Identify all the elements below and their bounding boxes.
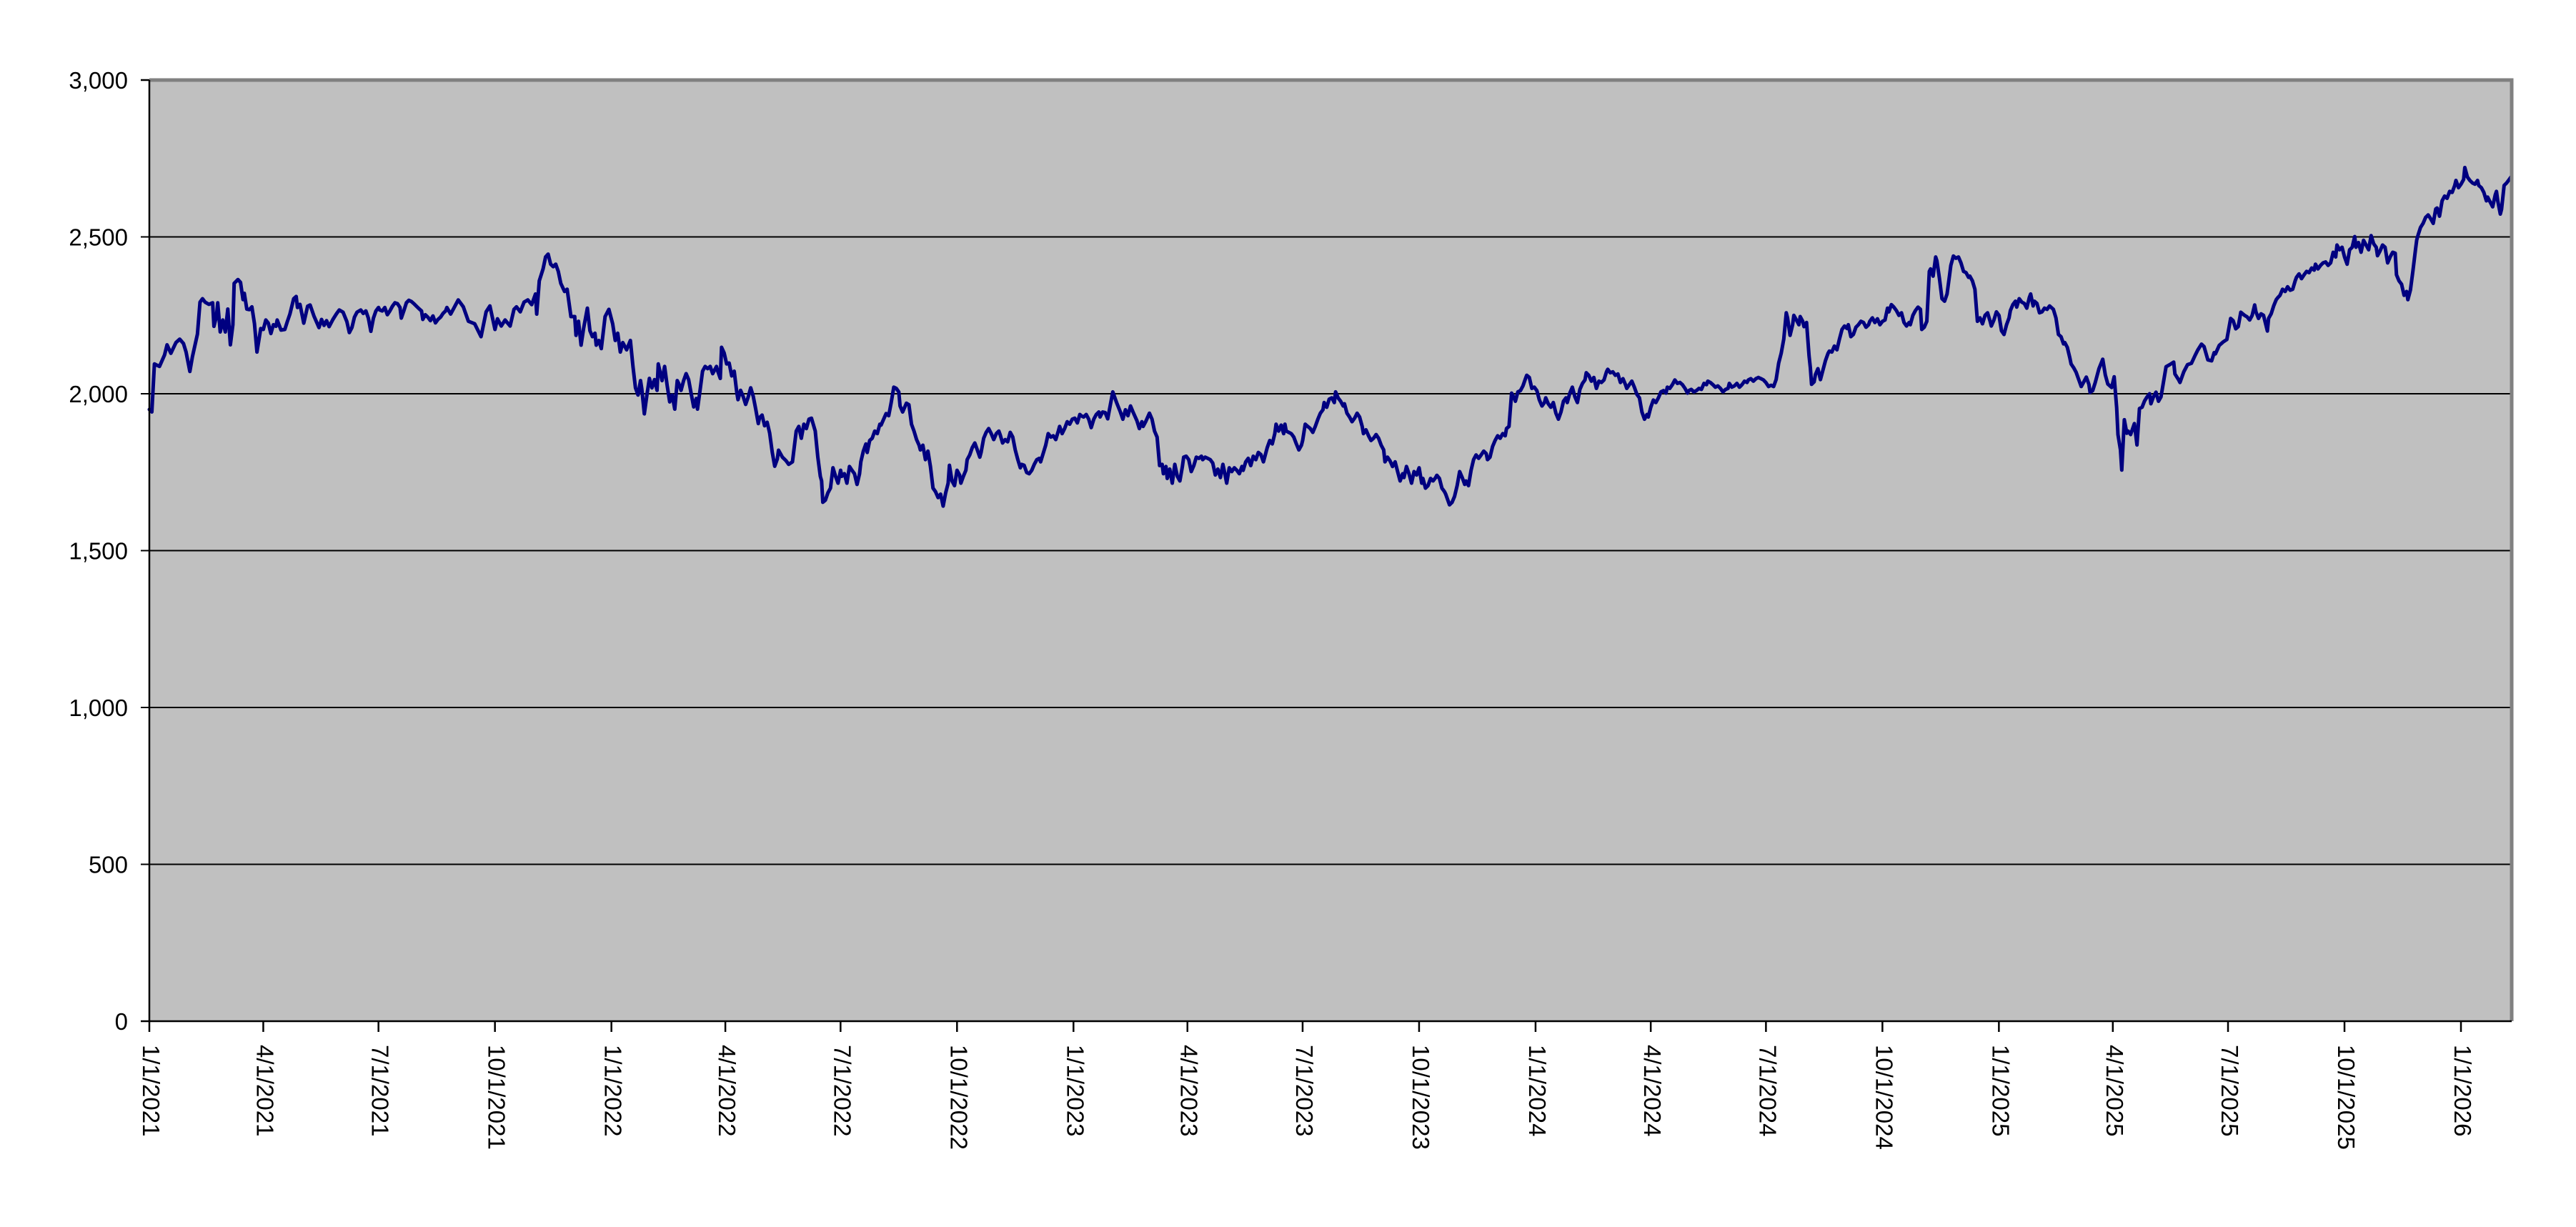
x-axis-label-10/1/2022: 10/1/2022 xyxy=(945,1045,972,1150)
x-axis-label-4/1/2022: 4/1/2022 xyxy=(714,1045,740,1136)
y-axis-label-1000: 1,000 xyxy=(69,695,128,721)
x-axis-label-7/1/2023: 7/1/2023 xyxy=(1291,1045,1318,1136)
y-axis-label-0: 0 xyxy=(115,1008,128,1035)
y-axis-label-2500: 2,500 xyxy=(69,224,128,251)
x-axis-label-7/1/2021: 7/1/2021 xyxy=(367,1045,394,1136)
axes xyxy=(148,80,2512,1023)
y-axis-labels: 0 500 1,000 1,500 2,000 2,500 3,000 xyxy=(69,67,128,1035)
x-axis-label-1/1/2021: 1/1/2021 xyxy=(138,1045,164,1136)
x-axis-label-4/1/2025: 4/1/2025 xyxy=(2102,1045,2128,1136)
y-axis-label-1500: 1,500 xyxy=(69,538,128,565)
gridlines xyxy=(141,79,2512,1023)
x-axis-label-7/1/2024: 7/1/2024 xyxy=(1754,1045,1781,1136)
y-axis-label-2000: 2,000 xyxy=(69,381,128,407)
x-axis-label-7/1/2022: 7/1/2022 xyxy=(829,1045,855,1136)
x-axis-label-4/1/2024: 4/1/2024 xyxy=(1639,1045,1666,1136)
price-line-series xyxy=(147,166,2514,508)
x-axis-label-10/1/2021: 10/1/2021 xyxy=(484,1045,510,1150)
price-line xyxy=(147,166,2514,508)
y-axis-label-500: 500 xyxy=(89,852,128,878)
x-axis-label-10/1/2024: 10/1/2024 xyxy=(1871,1045,1897,1150)
x-axis-labels: 1/1/2021 4/1/2021 7/1/2021 10/1/2021 1/1/202… xyxy=(138,1045,2476,1150)
x-axis-label-1/1/2023: 1/1/2023 xyxy=(1062,1045,1088,1136)
x-axis-label-1/1/2024: 1/1/2024 xyxy=(1524,1045,1551,1136)
x-axis-label-4/1/2023: 4/1/2023 xyxy=(1176,1045,1203,1136)
y-axis-label-3000: 3,000 xyxy=(69,67,128,94)
x-axis-label-1/1/2026: 1/1/2026 xyxy=(2450,1045,2476,1136)
x-axis-label-7/1/2025: 7/1/2025 xyxy=(2217,1045,2243,1136)
x-axis-label-1/1/2025: 1/1/2025 xyxy=(1987,1045,2014,1136)
x-axis-label-4/1/2021: 4/1/2021 xyxy=(252,1045,278,1136)
x-axis-label-1/1/2022: 1/1/2022 xyxy=(600,1045,627,1136)
axis-ticks xyxy=(148,1021,2462,1032)
plot-border xyxy=(149,78,2514,1021)
x-axis-label-10/1/2025: 10/1/2025 xyxy=(2333,1045,2359,1150)
x-axis-label-10/1/2023: 10/1/2023 xyxy=(1408,1045,1434,1150)
plot-border-line xyxy=(149,78,2514,1021)
